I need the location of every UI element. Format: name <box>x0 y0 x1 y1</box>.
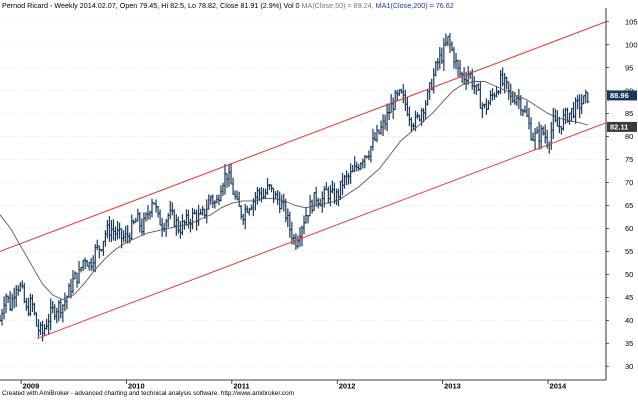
x-tick-label: 2010 <box>128 382 145 391</box>
y-tick-label: 65 <box>625 201 633 210</box>
channel-upper-line <box>0 21 607 252</box>
ma50-label: MA(Close,50) = 89.24, <box>301 1 374 10</box>
last-price-badge <box>607 90 637 101</box>
channel-lower-line <box>36 122 607 340</box>
chart-footer: Created with AmiBroker - advanced charti… <box>2 390 294 397</box>
y-tick-label: 50 <box>625 270 633 279</box>
x-tick-label: 2012 <box>339 382 356 391</box>
y-tick-label: 100 <box>625 40 638 49</box>
y-tick-label: 60 <box>625 224 633 233</box>
y-tick-label: 80 <box>625 132 633 141</box>
y-tick-label: 105 <box>625 17 638 26</box>
y-tick-label: 30 <box>625 362 633 371</box>
y-tick-label: 35 <box>625 339 633 348</box>
last-price-label: 88.96 <box>610 91 629 100</box>
y-tick-label: 40 <box>625 316 633 325</box>
moving-average-line <box>0 81 589 301</box>
x-tick-label: 2013 <box>444 382 461 391</box>
ma-value-badge <box>607 121 637 132</box>
y-tick-label: 55 <box>625 247 633 256</box>
y-tick-label: 95 <box>625 63 633 72</box>
y-tick-label: 70 <box>625 178 633 187</box>
y-tick-label: 75 <box>625 155 633 164</box>
y-tick-label: 45 <box>625 293 633 302</box>
y-tick-label: 85 <box>625 109 633 118</box>
ma200-label: MA1(Close,200) = 76.62 <box>375 1 454 10</box>
x-tick-label: 2014 <box>550 382 568 391</box>
ma-value-label: 82.11 <box>610 123 628 132</box>
chart-title: Pernod Ricard - Weekly 2014.02.07, Open … <box>2 1 454 10</box>
x-tick-label: 2009 <box>23 382 40 391</box>
title-main: Pernod Ricard - Weekly 2014.02.07, Open … <box>2 1 300 10</box>
x-tick-label: 2011 <box>233 382 249 391</box>
